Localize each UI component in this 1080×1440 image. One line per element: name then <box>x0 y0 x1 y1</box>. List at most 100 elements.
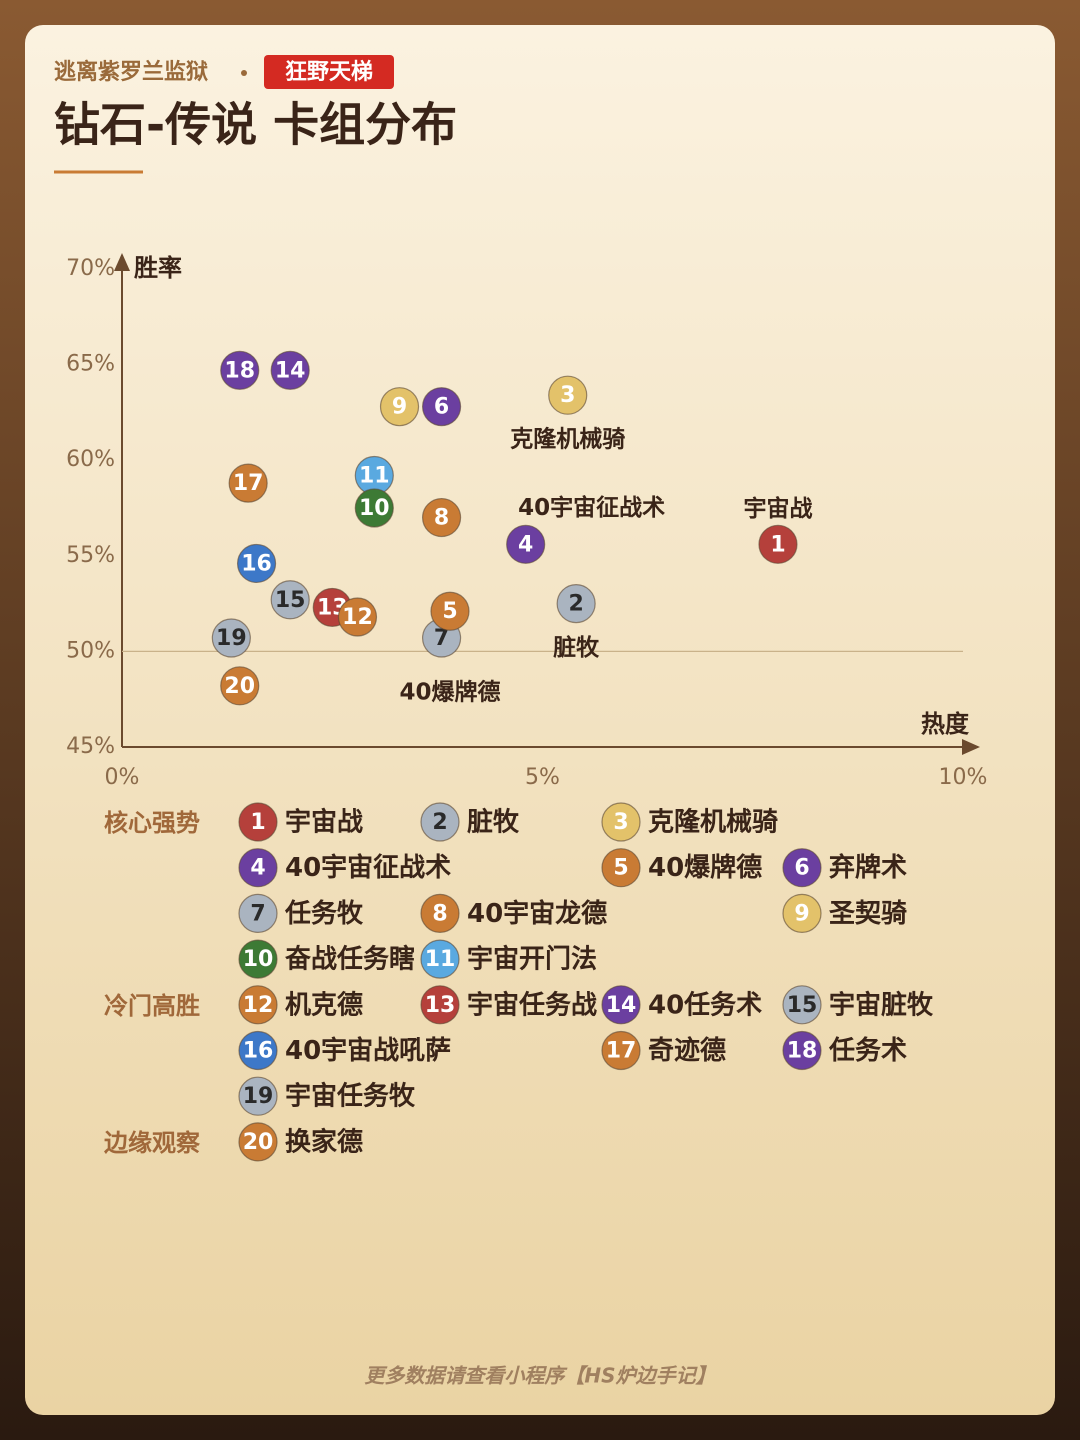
legend-marker-label: 4 <box>250 856 265 881</box>
x-tick-label: 10% <box>939 765 988 790</box>
point-label: 17 <box>233 471 264 496</box>
annotation: 40宇宙征战术 <box>518 494 665 521</box>
legend-text: 宇宙战 <box>285 807 363 838</box>
point-label: 14 <box>275 358 306 383</box>
legend-marker <box>238 848 278 888</box>
legend-marker-label: 8 <box>432 901 447 926</box>
legend-marker-label: 6 <box>794 856 809 881</box>
legend-marker-label: 18 <box>787 1039 818 1064</box>
legend-marker-label: 20 <box>243 1130 274 1155</box>
point-label: 20 <box>224 674 255 699</box>
legend-marker <box>782 1030 822 1071</box>
legend-marker-label: 9 <box>794 901 809 926</box>
point-label: 1 <box>770 532 785 557</box>
point-label: 6 <box>434 395 449 420</box>
point-label: 15 <box>275 588 306 613</box>
point <box>354 488 394 528</box>
legend-group: 边缘观察 <box>104 1129 201 1157</box>
point-label: 16 <box>241 551 272 576</box>
x-tick-label: 0% <box>105 765 140 790</box>
point-label: 4 <box>518 532 533 557</box>
footer: 更多数据请查看小程序【HS炉边手记】 <box>364 1364 715 1388</box>
point <box>506 524 546 564</box>
point <box>236 543 277 584</box>
x-axis-title: 热度 <box>921 710 970 738</box>
legend-marker-label: 5 <box>613 856 628 881</box>
legend-marker-label: 14 <box>606 993 637 1018</box>
legend-group: 核心强势 <box>104 809 200 837</box>
legend-group: 冷门高胜 <box>104 992 200 1020</box>
point <box>270 350 310 390</box>
point-label: 19 <box>216 626 247 651</box>
legend-marker <box>238 802 278 842</box>
legend-marker <box>782 893 822 934</box>
legend-marker <box>238 1122 278 1162</box>
point-label: 2 <box>568 592 583 617</box>
legend-text: 奇迹德 <box>648 1035 726 1066</box>
y-axis-title: 胜率 <box>134 254 182 282</box>
point <box>379 387 420 427</box>
legend-marker-label: 12 <box>243 993 274 1018</box>
legend-marker <box>238 985 278 1025</box>
legend-text: 40宇宙征战术 <box>285 852 451 883</box>
point <box>220 350 260 390</box>
legend-text: 40宇宙龙德 <box>467 898 607 929</box>
legend-marker <box>782 848 822 888</box>
annotation: 脏牧 <box>553 634 600 661</box>
point-label: 12 <box>342 605 373 630</box>
point-label: 10 <box>359 496 390 521</box>
legend-marker <box>782 985 822 1025</box>
legend-marker-label: 1 <box>250 810 265 835</box>
point-label: 7 <box>434 626 449 651</box>
point-label: 9 <box>392 395 407 420</box>
point-label: 11 <box>359 463 390 488</box>
legend-text: 圣契骑 <box>829 899 907 929</box>
point <box>430 591 470 631</box>
legend-text: 宇宙任务牧 <box>285 1081 416 1112</box>
legend-text: 任务牧 <box>284 899 364 929</box>
point <box>556 583 596 624</box>
legend-text: 机克德 <box>285 990 363 1020</box>
legend-text: 弃牌术 <box>829 852 907 883</box>
legend-marker <box>601 1030 641 1071</box>
y-tick-label: 60% <box>66 447 115 472</box>
legend-marker-label: 13 <box>425 993 456 1018</box>
legend-marker-label: 16 <box>243 1039 274 1064</box>
card <box>25 25 1055 1415</box>
legend-marker-label: 19 <box>243 1084 274 1109</box>
y-tick-label: 65% <box>66 352 115 377</box>
legend-marker <box>601 848 641 888</box>
legend-marker-label: 11 <box>425 947 456 972</box>
legend-marker-label: 7 <box>250 901 265 926</box>
legend-text: 奋战任务瞎 <box>284 944 415 975</box>
annotation: 克隆机械骑 <box>510 426 625 453</box>
legend-text: 40任务术 <box>648 990 762 1020</box>
y-tick-label: 55% <box>66 543 115 568</box>
title: 钻石-传说 卡组分布 <box>54 98 457 152</box>
legend-text: 换家德 <box>285 1126 363 1157</box>
legend-marker-label: 17 <box>606 1039 637 1064</box>
point <box>211 618 251 658</box>
point-label: 5 <box>442 599 457 624</box>
point-label: 8 <box>434 506 449 531</box>
badge <box>264 55 394 89</box>
legend-text: 脏牧 <box>467 807 520 838</box>
point-label: 3 <box>560 383 575 408</box>
y-tick-label: 70% <box>66 256 115 281</box>
y-tick-label: 50% <box>66 638 115 663</box>
point <box>337 597 378 637</box>
legend-marker-label: 15 <box>787 993 818 1018</box>
legend-text: 宇宙脏牧 <box>829 989 934 1020</box>
separator-dot <box>241 70 247 76</box>
legend-marker <box>238 1076 278 1116</box>
legend-marker <box>238 893 278 934</box>
legend-marker <box>420 985 460 1025</box>
legend-marker <box>420 802 460 842</box>
subtitle: 逃离紫罗兰监狱 <box>54 59 208 85</box>
legend-text: 40宇宙战吼萨 <box>285 1035 451 1066</box>
legend-marker <box>238 939 278 979</box>
legend-text: 任务术 <box>828 1036 907 1066</box>
legend-marker <box>601 802 641 842</box>
legend-text: 40爆牌德 <box>648 852 762 883</box>
